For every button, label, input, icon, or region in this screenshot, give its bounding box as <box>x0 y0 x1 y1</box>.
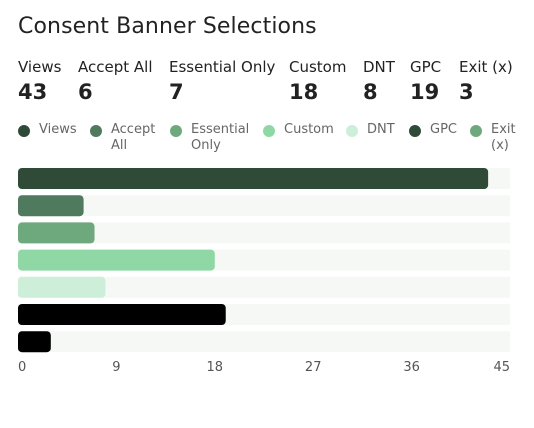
stat-gpc: GPC 19 <box>410 58 441 104</box>
chart-legend: Views Accept All Essential Only Custom DNT… <box>18 122 524 158</box>
stat-dnt: DNT 8 <box>363 58 395 104</box>
stat-value: 3 <box>459 80 474 104</box>
legend-item-essential-only[interactable]: Essential Only <box>170 122 249 154</box>
stat-label: GPC <box>410 58 442 76</box>
stat-accept-all: Accept All 6 <box>78 58 153 104</box>
legend-label: GPC <box>430 122 457 137</box>
legend-item-views[interactable]: Views <box>18 122 77 138</box>
legend-swatch <box>470 125 482 137</box>
x-tick-label: 45 <box>493 360 510 375</box>
stat-label: Views <box>18 58 62 76</box>
legend-swatch <box>90 125 102 137</box>
x-tick-label: 0 <box>18 360 26 375</box>
bar-track <box>18 276 510 298</box>
legend-swatch <box>409 125 421 137</box>
chart-title: Consent Banner Selections <box>18 14 317 39</box>
stat-label: DNT <box>363 58 395 76</box>
stat-value: 18 <box>289 80 319 104</box>
stat-value: 6 <box>78 80 93 104</box>
legend-label: Accept All <box>111 122 156 153</box>
bar-essential-only[interactable] <box>18 222 95 244</box>
x-tick-label: 36 <box>403 360 420 375</box>
bar-track <box>18 222 510 244</box>
bar-gpc[interactable] <box>18 304 226 325</box>
x-tick-label: 9 <box>112 360 120 375</box>
bar-track <box>18 331 510 353</box>
stat-views: Views 43 <box>18 58 61 104</box>
stat-value: 8 <box>363 80 378 104</box>
bar-chart: 0 9 18 27 36 45 <box>18 168 510 375</box>
stat-label: Exit (x) <box>459 58 513 76</box>
stat-value: 43 <box>18 80 48 104</box>
legend-label: Exit (x) <box>491 122 516 153</box>
legend-label: Views <box>39 122 77 137</box>
legend-item-dnt[interactable]: DNT <box>346 122 395 138</box>
stat-custom: Custom 18 <box>289 58 346 104</box>
bar-track <box>18 195 510 217</box>
legend-item-custom[interactable]: Custom <box>263 122 334 138</box>
x-tick-label: 18 <box>207 360 224 375</box>
stats-row: Views 43 Accept All 6 Essential Only 7 C… <box>18 58 524 108</box>
bar-views[interactable] <box>18 168 489 189</box>
legend-label: Essential Only <box>191 122 250 153</box>
stat-label: Essential Only <box>169 58 276 76</box>
bar-custom[interactable] <box>18 249 215 271</box>
stat-value: 19 <box>410 80 440 104</box>
legend-item-exit[interactable]: Exit (x) <box>470 122 516 154</box>
stat-value: 7 <box>169 80 184 104</box>
stat-label: Custom <box>289 58 347 76</box>
x-tick-label: 27 <box>305 360 322 375</box>
legend-swatch <box>263 125 275 137</box>
bar-exit-x[interactable] <box>18 331 51 353</box>
legend-item-accept-all[interactable]: Accept All <box>90 122 155 154</box>
legend-swatch <box>170 125 182 137</box>
legend-label: Custom <box>284 122 334 137</box>
stat-essential-only: Essential Only 7 <box>169 58 275 104</box>
stat-exit: Exit (x) 3 <box>459 58 513 104</box>
legend-item-gpc[interactable]: GPC <box>409 122 457 138</box>
legend-label: DNT <box>367 122 395 137</box>
bar-accept-all[interactable] <box>18 195 84 217</box>
stat-label: Accept All <box>78 58 153 76</box>
legend-swatch <box>346 125 358 137</box>
bar-dnt[interactable] <box>18 276 106 298</box>
legend-swatch <box>18 125 30 137</box>
